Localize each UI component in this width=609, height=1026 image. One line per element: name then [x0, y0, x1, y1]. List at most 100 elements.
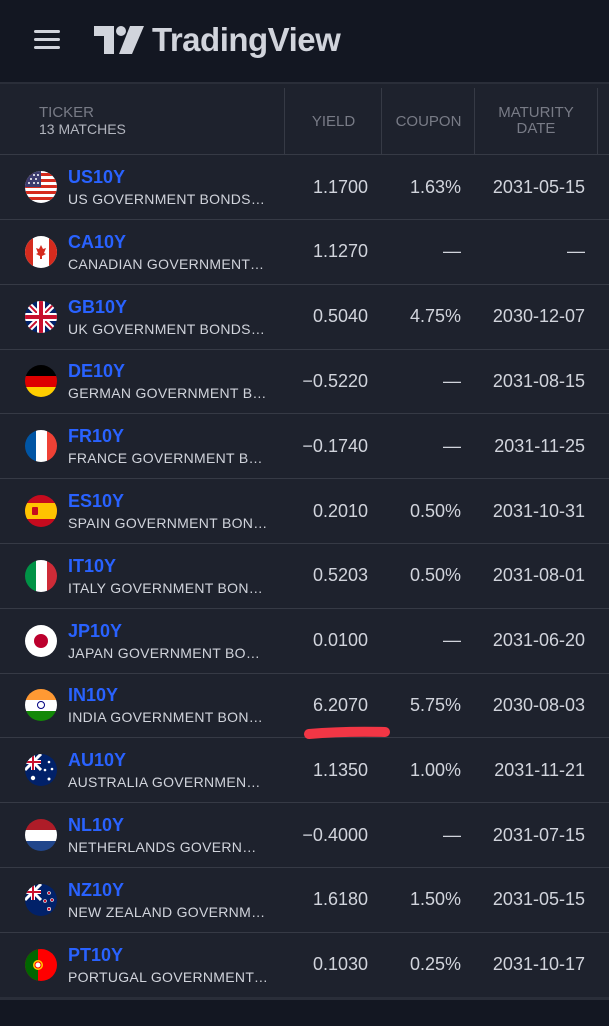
menu-icon[interactable] — [34, 30, 60, 50]
us-flag-icon — [25, 171, 57, 203]
table-row[interactable]: AU10Y AUSTRALIA GOVERNMENT BONDS 10 YR 1.1… — [0, 738, 609, 804]
coupon-value: — — [443, 824, 461, 845]
es-flag-icon — [25, 495, 57, 527]
ticker-symbol[interactable]: DE10Y — [68, 361, 126, 382]
ticker-header-label: TICKER — [39, 104, 95, 121]
ticker-description: NEW ZEALAND GOVERNMENT BONDS — [68, 903, 268, 920]
tradingview-logo[interactable]: TradingView — [94, 18, 341, 62]
ticker-description: JAPAN GOVERNMENT BONDS 10 YR — [68, 644, 268, 661]
coupon-value: 0.25% — [409, 954, 461, 975]
yield-header-label: YIELD — [311, 112, 356, 130]
yield-value: 0.5203 — [312, 565, 368, 586]
maturity-header-label-1: MATURITY — [498, 104, 574, 121]
table-row[interactable]: US10Y US GOVERNMENT BONDS 10 YR YIELD 1.17… — [0, 155, 609, 220]
table-row[interactable]: ES10Y SPAIN GOVERNMENT BONDS 10 YR 0.2010 0… — [0, 479, 609, 544]
nl-flag-icon — [25, 819, 57, 851]
maturity-date: 2030-12-07 — [492, 306, 585, 327]
maturity-date: 2031-05-15 — [492, 889, 585, 910]
maturity-header-label-2: DATE — [516, 120, 556, 137]
ticker-description: SPAIN GOVERNMENT BONDS 10 YR — [68, 515, 268, 531]
highlight-underline — [304, 726, 390, 739]
maturity-date: 2031-06-20 — [492, 630, 585, 651]
ticker-symbol[interactable]: PT10Y — [68, 944, 124, 965]
maturity-date: 2031-10-17 — [492, 954, 585, 975]
yield-column-header[interactable]: YIELD — [284, 88, 382, 154]
coupon-value: — — [443, 630, 461, 651]
ticker-description: PORTUGAL GOVERNMENT BONDS 10 YR — [68, 968, 268, 985]
maturity-column-header[interactable]: MATURITY DATE — [474, 88, 598, 154]
au-flag-icon — [25, 754, 57, 787]
coupon-value: 0.50% — [409, 565, 461, 586]
table-row[interactable]: FR10Y FRANCE GOVERNMENT BONDS 10 YR −0.174… — [0, 414, 609, 480]
table-row[interactable]: NL10Y NETHERLANDS GOVERNMENT BONDS −0.4000… — [0, 803, 609, 868]
yield-value: −0.1740 — [302, 435, 368, 456]
table-row[interactable]: IN10Y INDIA GOVERNMENT BONDS 10 YR 6.2070 5… — [0, 673, 609, 739]
app-name: TradingView — [152, 21, 341, 58]
table-row[interactable]: DE10Y GERMAN GOVERNMENT BONDS 10 YR −0.522… — [0, 349, 609, 415]
ticker-symbol[interactable]: JP10Y — [68, 620, 123, 641]
table-row[interactable]: IT10Y ITALY GOVERNMENT BONDS 10 YR 0.5203 0… — [0, 544, 609, 609]
ticker-description: FRANCE GOVERNMENT BONDS 10 YR — [68, 450, 268, 467]
yield-value: −0.4000 — [302, 824, 368, 845]
yield-value: 0.5040 — [312, 306, 368, 327]
ticker-description: INDIA GOVERNMENT BONDS 10 YR — [68, 709, 268, 726]
matches-count: 13 MATCHES — [39, 121, 126, 137]
ticker-symbol[interactable]: FR10Y — [68, 426, 125, 447]
jp-flag-icon — [25, 624, 57, 657]
ticker-symbol[interactable]: AU10Y — [68, 750, 127, 771]
maturity-date: 2031-07-15 — [492, 824, 585, 845]
ticker-symbol[interactable]: NL10Y — [68, 815, 125, 835]
coupon-header-label: COUPON — [395, 112, 462, 130]
table-header: TICKER 13 MATCHES YIELD COUPON MATURITY … — [0, 88, 609, 155]
maturity-date: — — [567, 241, 585, 262]
coupon-value: 5.75% — [409, 694, 461, 715]
table-row[interactable]: CA10Y CANADIAN GOVERNMENT BONDS 10 YR 1.12… — [0, 220, 609, 285]
coupon-value: 1.50% — [409, 889, 461, 910]
in-flag-icon — [25, 689, 57, 722]
logo-mark-icon — [94, 26, 144, 54]
bottom-bar — [0, 997, 609, 1026]
yield-value: 0.1030 — [312, 954, 368, 975]
ticker-symbol[interactable]: CA10Y — [68, 231, 127, 252]
yield-value: 1.1350 — [312, 759, 368, 780]
gb-flag-icon — [25, 300, 57, 333]
ticker-column-header[interactable]: TICKER 13 MATCHES — [39, 88, 126, 154]
ticker-description: GERMAN GOVERNMENT BONDS 10 YR — [68, 385, 268, 402]
top-bar: TradingView — [0, 0, 609, 84]
yield-value: 0.0100 — [312, 630, 368, 651]
ticker-symbol[interactable]: GB10Y — [68, 296, 128, 317]
maturity-date: 2031-08-15 — [492, 370, 585, 391]
ticker-description: AUSTRALIA GOVERNMENT BONDS 10 YR — [68, 774, 268, 791]
table-row[interactable]: GB10Y UK GOVERNMENT BONDS 10 YR YIELD 0.50… — [0, 285, 609, 350]
maturity-date: 2031-05-15 — [492, 176, 585, 197]
it-flag-icon — [25, 559, 57, 592]
coupon-column-header[interactable]: COUPON — [381, 88, 475, 154]
coupon-value: 4.75% — [409, 306, 461, 327]
nz-flag-icon — [25, 883, 57, 916]
maturity-date: 2031-08-01 — [492, 565, 585, 586]
table-row[interactable]: JP10Y JAPAN GOVERNMENT BONDS 10 YR 0.0100 —… — [0, 609, 609, 674]
fr-flag-icon — [25, 430, 57, 463]
de-flag-icon — [25, 365, 57, 398]
coupon-value: — — [443, 241, 461, 262]
yield-value: 6.2070 — [312, 694, 368, 715]
ticker-description: ITALY GOVERNMENT BONDS 10 YR — [68, 579, 268, 596]
yield-value: 0.2010 — [312, 500, 368, 521]
table-row[interactable]: PT10Y PORTUGAL GOVERNMENT BONDS 10 YR 0.10… — [0, 933, 609, 998]
ticker-description: CANADIAN GOVERNMENT BONDS 10 YR — [68, 255, 268, 272]
ticker-symbol[interactable]: US10Y — [68, 167, 126, 187]
ticker-symbol[interactable]: ES10Y — [68, 491, 125, 511]
ticker-symbol[interactable]: IN10Y — [68, 685, 119, 706]
maturity-date: 2031-10-31 — [492, 500, 585, 521]
coupon-value: — — [443, 370, 461, 391]
ticker-symbol[interactable]: IT10Y — [68, 555, 117, 576]
ticker-description: US GOVERNMENT BONDS 10 YR YIELD — [68, 191, 268, 207]
coupon-value: — — [443, 435, 461, 456]
maturity-date: 2031-11-25 — [494, 435, 585, 456]
pt-flag-icon — [25, 948, 57, 981]
coupon-value: 1.00% — [409, 759, 461, 780]
yield-value: −0.5220 — [302, 370, 368, 391]
ticker-symbol[interactable]: NZ10Y — [68, 879, 125, 900]
ticker-description: NETHERLANDS GOVERNMENT BONDS — [68, 839, 268, 855]
table-row[interactable]: NZ10Y NEW ZEALAND GOVERNMENT BONDS 1.6180 1… — [0, 868, 609, 933]
